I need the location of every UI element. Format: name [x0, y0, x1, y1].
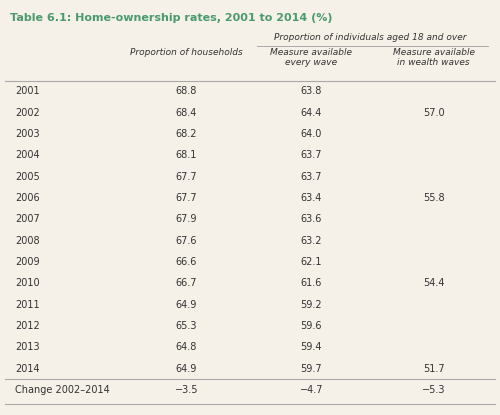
Text: 68.8: 68.8: [176, 86, 197, 96]
Text: 2007: 2007: [15, 214, 40, 225]
Text: Proportion of individuals aged 18 and over: Proportion of individuals aged 18 and ov…: [274, 33, 466, 42]
Text: 64.9: 64.9: [176, 364, 197, 374]
Text: 59.7: 59.7: [300, 364, 322, 374]
Text: Measure available
every wave: Measure available every wave: [270, 48, 352, 68]
Text: 55.8: 55.8: [423, 193, 444, 203]
Text: 62.1: 62.1: [300, 257, 322, 267]
Text: 63.7: 63.7: [300, 172, 322, 182]
Text: 67.9: 67.9: [176, 214, 197, 225]
Text: 59.2: 59.2: [300, 300, 322, 310]
Text: 64.4: 64.4: [300, 107, 322, 117]
Text: 67.6: 67.6: [176, 236, 197, 246]
Text: 51.7: 51.7: [423, 364, 444, 374]
Text: 63.7: 63.7: [300, 150, 322, 160]
Text: Change 2002–2014: Change 2002–2014: [15, 385, 110, 395]
Text: 2010: 2010: [15, 278, 40, 288]
Text: 63.4: 63.4: [300, 193, 322, 203]
Text: 2013: 2013: [15, 342, 40, 352]
Text: Measure available
in wealth waves: Measure available in wealth waves: [393, 48, 475, 68]
Text: 2012: 2012: [15, 321, 40, 331]
Text: 64.9: 64.9: [176, 300, 197, 310]
Text: 66.6: 66.6: [176, 257, 197, 267]
Text: 68.2: 68.2: [176, 129, 197, 139]
Text: 59.6: 59.6: [300, 321, 322, 331]
Text: 59.4: 59.4: [300, 342, 322, 352]
Text: 61.6: 61.6: [300, 278, 322, 288]
Text: 68.4: 68.4: [176, 107, 197, 117]
Text: 63.2: 63.2: [300, 236, 322, 246]
Text: −3.5: −3.5: [174, 385, 198, 395]
Text: 2011: 2011: [15, 300, 40, 310]
Text: 2002: 2002: [15, 107, 40, 117]
Text: 2001: 2001: [15, 86, 40, 96]
Text: Table 6.1: Home-ownership rates, 2001 to 2014 (%): Table 6.1: Home-ownership rates, 2001 to…: [10, 13, 332, 23]
Text: 54.4: 54.4: [423, 278, 444, 288]
Text: 2004: 2004: [15, 150, 40, 160]
Text: 64.0: 64.0: [300, 129, 322, 139]
Text: 67.7: 67.7: [176, 172, 197, 182]
Text: 64.8: 64.8: [176, 342, 197, 352]
Text: 63.6: 63.6: [300, 214, 322, 225]
Text: 63.8: 63.8: [300, 86, 322, 96]
Text: 67.7: 67.7: [176, 193, 197, 203]
Text: 2006: 2006: [15, 193, 40, 203]
Text: 57.0: 57.0: [423, 107, 444, 117]
Text: −4.7: −4.7: [300, 385, 323, 395]
Text: 2014: 2014: [15, 364, 40, 374]
Text: 68.1: 68.1: [176, 150, 197, 160]
Text: 66.7: 66.7: [176, 278, 197, 288]
Text: 2003: 2003: [15, 129, 40, 139]
Text: Proportion of households: Proportion of households: [130, 48, 242, 57]
Text: 2009: 2009: [15, 257, 40, 267]
Text: 65.3: 65.3: [176, 321, 197, 331]
Text: 2005: 2005: [15, 172, 40, 182]
Text: −5.3: −5.3: [422, 385, 446, 395]
Text: 2008: 2008: [15, 236, 40, 246]
